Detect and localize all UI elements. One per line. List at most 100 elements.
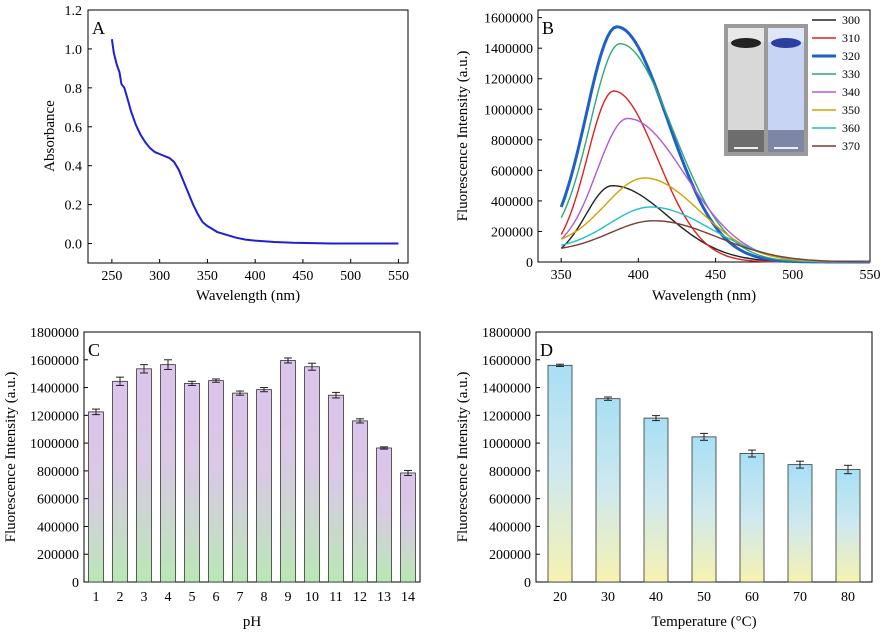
panel-c-ytick-label: 400000 (37, 520, 79, 535)
panel-d-ytick-label: 800000 (489, 465, 531, 480)
panel-c-bar-7 (232, 392, 248, 583)
panel-c-label: C (88, 340, 100, 360)
panel-c-bar-6 (208, 380, 224, 583)
panel-d-xtick-label: 70 (793, 590, 807, 605)
panel-b-series-370 (561, 220, 870, 263)
panel-d-bar-40 (643, 417, 669, 583)
panel-d-bar-30 (595, 398, 621, 583)
panel-a-xtick-label: 300 (149, 269, 170, 284)
panel-a-ytick-label: 0.4 (65, 160, 83, 175)
legend-label-330: 330 (842, 67, 860, 81)
panel-b-frame (537, 9, 871, 263)
panel-a-xlabel: Wavelength (nm) (196, 288, 300, 304)
panel-c-ytick-label: 800000 (37, 465, 79, 480)
panel-b-label: B (542, 18, 554, 38)
panel-a-xtick-label: 550 (388, 269, 409, 284)
panel-c-bar-9 (280, 360, 296, 583)
legend-label-310: 310 (842, 31, 860, 45)
panel-a-ytick-label: 1.0 (65, 43, 83, 58)
panel-c-xtick-label: 9 (285, 590, 292, 605)
panel-c-ytick-label: 1600000 (30, 354, 79, 369)
panel-c-frame (83, 331, 421, 583)
panel-c-xtick-label: 14 (401, 590, 415, 605)
panel-c-ytick-label: 1000000 (30, 437, 79, 452)
panel-d-xtick-label: 80 (841, 590, 855, 605)
panel-c-bar-4 (160, 364, 176, 583)
panel-b-legend: 300 310 320 330 340 350 360 370 (812, 13, 860, 153)
panel-a-ytick-label: 0.0 (65, 238, 83, 253)
panel-c-xtick-label: 10 (305, 590, 319, 605)
panel-d-bar-20 (547, 364, 573, 583)
panel-c-ytick-label: 1400000 (30, 382, 79, 397)
panel-a-absorbance-line (110, 39, 399, 245)
panel-c-bar-14 (400, 472, 416, 583)
panel-d-ytick-label: 1400000 (482, 382, 531, 397)
panel-b-xtick-label: 450 (705, 268, 726, 283)
panel-c-ytick-label: 200000 (37, 548, 79, 563)
legend-label-320: 320 (842, 49, 860, 63)
panel-c-bar-13 (376, 447, 392, 583)
panel-b-ytick-label: 400000 (491, 195, 533, 210)
panel-c-bar-2 (112, 380, 128, 583)
panel-c-bar-10 (304, 366, 320, 583)
panel-a-ytick-label: 0.8 (65, 82, 83, 97)
legend-label-370: 370 (842, 139, 860, 153)
panel-c-xtick-label: 13 (377, 590, 391, 605)
panel-d-ytick-label: 1600000 (482, 354, 531, 369)
panel-c-xtick-label: 4 (165, 590, 172, 605)
panel-a-xtick-label: 250 (101, 269, 122, 284)
panel-c-xtick-label: 1 (93, 590, 100, 605)
panel-b: B 350 400 450 500 550 0 200000 400000 600000 8000… (455, 9, 881, 304)
panel-a-ytick-label: 0.6 (65, 121, 83, 136)
panel-d-ytick-label: 1800000 (482, 326, 531, 341)
panel-a-ylabel: Absorbance (42, 100, 58, 172)
panel-b-ytick-label: 1000000 (484, 103, 533, 118)
panel-d-bar-60 (739, 453, 765, 583)
panel-c-xtick-label: 6 (213, 590, 220, 605)
panel-c-bar-3 (136, 368, 152, 583)
panel-c-xtick-label: 12 (353, 590, 367, 605)
panel-b-ytick-label: 1600000 (484, 12, 533, 27)
panel-a-xtick-label: 450 (292, 269, 313, 284)
panel-b-series-340 (560, 117, 870, 263)
panel-c-ytick-label: 1200000 (30, 409, 79, 424)
panel-b-ytick-label: 600000 (491, 164, 533, 179)
panel-c-bar-1 (88, 411, 104, 583)
panel-c-xtick-label: 7 (237, 590, 244, 605)
panel-d-xtick-label: 60 (745, 590, 759, 605)
panel-a-xtick-label: 500 (340, 269, 361, 284)
panel-b-ylabel: Fluorescence Intensity (a.u.) (455, 51, 471, 222)
panel-c-xtick-label: 8 (261, 590, 268, 605)
panel-c-ytick-label: 600000 (37, 493, 79, 508)
panel-c-ylabel: Fluorescence Intensity (a.u.) (3, 372, 19, 543)
panel-d-ytick-label: 400000 (489, 520, 531, 535)
panel-d: D 0 200000 400000 600000 800000 1000000 120000… (455, 326, 873, 630)
panel-b-ytick-label: 1200000 (484, 73, 533, 88)
panel-d-label: D (540, 340, 553, 360)
panel-c-bar-8 (256, 389, 272, 583)
panel-b-xtick-label: 500 (782, 268, 803, 283)
cuvette-photo (724, 24, 808, 156)
panel-d-bar-50 (691, 436, 717, 583)
panel-c-bar-11 (328, 394, 344, 583)
panel-a: A 250 300 350 400 450 500 550 0.0 0.2 0.4 0.6 0.8 1.… (42, 4, 409, 304)
panel-d-bar-80 (835, 469, 861, 583)
panel-d-xlabel: Temperature (°C) (651, 614, 756, 630)
panel-c-xlabel: pH (243, 614, 262, 630)
panel-d-ytick-label: 200000 (489, 548, 531, 563)
panel-c-xtick-label: 2 (117, 590, 124, 605)
panel-b-xtick-label: 550 (860, 268, 881, 283)
panel-d-ytick-label: 1000000 (482, 437, 531, 452)
panel-c-xtick-label: 5 (189, 590, 196, 605)
legend-label-340: 340 (842, 85, 860, 99)
panel-d-xtick-label: 20 (553, 590, 567, 605)
panel-b-xtick-label: 400 (628, 268, 649, 283)
panel-d-ylabel: Fluorescence Intensity (a.u.) (455, 372, 471, 543)
panel-c-bar-12 (352, 420, 368, 583)
legend-label-300: 300 (842, 13, 860, 27)
panel-b-ytick-label: 1400000 (484, 42, 533, 57)
panel-d-ytick-label: 1200000 (482, 409, 531, 424)
panel-c-ytick-label: 0 (72, 576, 79, 591)
panel-a-ytick-label: 0.2 (65, 199, 83, 214)
